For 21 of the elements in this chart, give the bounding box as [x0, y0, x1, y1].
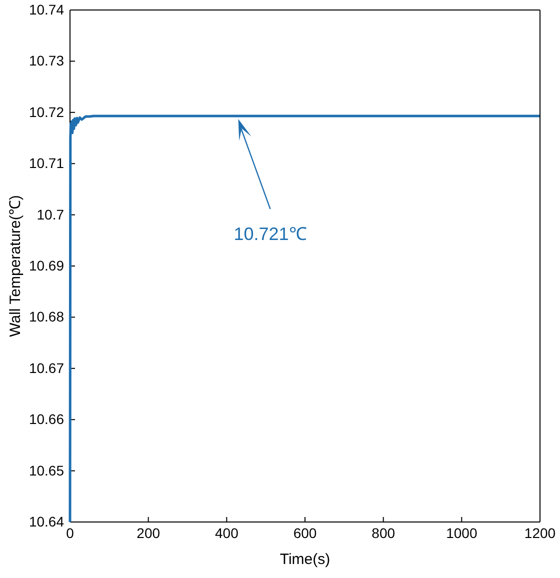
- y-tick-label: 10.66: [28, 411, 64, 428]
- x-tick-label: 1200: [524, 524, 556, 541]
- y-tick-label: 10.74: [28, 1, 64, 18]
- x-axis-title: Time(s): [280, 551, 330, 568]
- y-tick-label: 10.67: [28, 360, 64, 376]
- y-tick-label: 10.68: [28, 308, 64, 325]
- y-tick-label: 10.72: [28, 104, 64, 120]
- annotation: 10.721℃: [234, 224, 307, 244]
- y-tick-label: 10.69: [28, 257, 64, 274]
- x-tick-label: 200: [136, 524, 160, 541]
- y-tick-label: 10.7: [36, 206, 64, 222]
- y-axis-title: Wall Temperature(℃): [7, 195, 24, 337]
- y-tick-label: 10.65: [28, 462, 64, 478]
- x-tick-label: 1000: [446, 524, 478, 541]
- x-tick-label: 400: [214, 524, 239, 541]
- y-tick-label: 10.64: [28, 513, 64, 530]
- y-tick-label: 10.71: [28, 155, 64, 172]
- x-tick-label: 800: [372, 524, 396, 541]
- x-tick-label: 0: [66, 524, 74, 541]
- y-tick-label: 10.73: [28, 52, 64, 69]
- x-tick-label: 600: [293, 524, 317, 541]
